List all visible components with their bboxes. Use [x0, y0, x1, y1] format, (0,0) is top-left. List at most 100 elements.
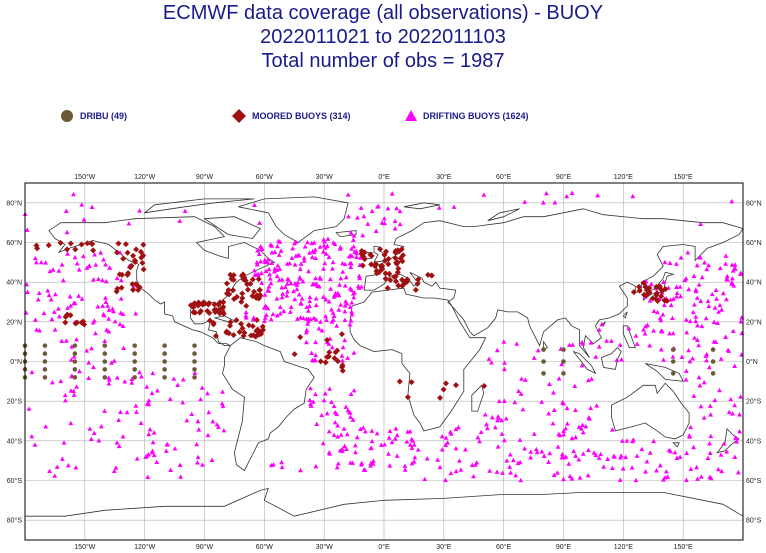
drifting-buoy-marker [654, 468, 659, 473]
drifting-buoy-marker [579, 363, 585, 368]
drifting-buoy-marker [205, 432, 211, 438]
drifting-buoy-marker [478, 429, 484, 434]
drifting-buoy-marker [313, 339, 318, 345]
drifting-buoy-marker [56, 314, 62, 319]
drifting-buoy-marker [494, 469, 500, 474]
drifting-buoy-marker [556, 376, 562, 381]
moored-buoy-marker [62, 319, 69, 326]
drifting-buoy-marker [63, 208, 69, 213]
drifting-buoy-marker [533, 446, 539, 452]
drifting-buoy-marker [71, 300, 77, 306]
drifting-buoy-marker [38, 259, 44, 265]
drifting-buoy-marker [528, 449, 534, 454]
moored-buoy-marker [227, 322, 234, 329]
drifting-buoy-marker [196, 427, 202, 432]
drifting-buoy-marker [79, 296, 85, 301]
drifting-buoy-marker [394, 205, 400, 211]
drifting-buoy-marker [324, 243, 330, 248]
moored-buoy-marker [368, 252, 375, 259]
drifting-buoy-marker [279, 285, 285, 290]
drifting-buoy-marker [182, 208, 188, 214]
drifting-buoy-marker [313, 352, 319, 358]
drifting-buoy-marker [708, 475, 714, 481]
drifting-buoy-marker [711, 339, 717, 344]
dribu-marker [561, 359, 566, 364]
drifting-buoy-marker [674, 284, 679, 289]
drifting-buoy-marker [496, 398, 502, 404]
drifting-buoy-marker [375, 204, 380, 209]
drifting-buoy-marker [385, 205, 391, 211]
moored-buoy-marker [239, 325, 246, 332]
drifting-buoy-marker [117, 321, 123, 327]
drifting-buoy-marker [411, 442, 417, 447]
lat-tick-label: 20°S [746, 398, 762, 406]
moored-buoy-marker [239, 290, 246, 297]
drifting-buoy-marker [252, 202, 257, 208]
drifting-buoy-marker [356, 273, 362, 278]
drifting-buoy-marker [146, 451, 151, 457]
moored-buoy-marker [211, 301, 218, 308]
drifting-buoy-marker [272, 266, 278, 271]
drifting-buoy-marker [265, 259, 271, 265]
drifting-buoy-marker [517, 437, 523, 442]
drifting-buoy-marker [557, 432, 563, 438]
drifting-buoy-marker [534, 449, 540, 455]
moored-buoy-marker [243, 302, 250, 309]
drifting-buoy-marker [150, 370, 156, 376]
drifting-buoy-marker [513, 473, 519, 478]
drifting-buoy-marker [330, 266, 335, 271]
drifting-buoy-marker [566, 461, 572, 466]
drifting-buoy-marker [359, 462, 364, 467]
drifting-buoy-marker [317, 244, 323, 249]
drifting-buoy-marker [137, 369, 142, 375]
drifting-buoy-marker [560, 451, 565, 457]
drifting-buoy-marker [276, 252, 282, 257]
drifting-buoy-marker [567, 473, 573, 479]
drifting-buoy-marker [713, 287, 719, 292]
drifting-buoy-marker [144, 384, 150, 389]
drifting-buoy-marker [725, 277, 731, 282]
coastline-baffin [203, 216, 261, 239]
drifting-buoy-marker [77, 368, 82, 374]
drifting-buoy-marker [93, 330, 98, 336]
moored-buoy-marker [220, 309, 227, 316]
drifting-buoy-marker [705, 298, 711, 304]
drifting-buoy-marker [329, 399, 334, 404]
drifting-buoy-marker [522, 377, 528, 382]
dribu-marker [192, 343, 197, 348]
drifting-buoy-marker [304, 327, 310, 332]
drifting-buoy-marker [561, 428, 567, 433]
drifting-buoy-marker [320, 440, 326, 446]
drifting-buoy-marker [501, 398, 507, 403]
drifting-buoy-marker [298, 467, 303, 473]
drifting-buoy-marker [445, 440, 451, 445]
drifting-buoy-marker [102, 408, 107, 413]
drifting-buoy-marker [738, 319, 744, 324]
drifting-buoy-marker [729, 262, 735, 267]
drifting-buoy-marker [591, 450, 597, 455]
drifting-buoy-marker [551, 390, 556, 395]
drifting-buoy-marker [469, 462, 475, 468]
moored-buoy-marker [385, 255, 392, 262]
drifting-buoy-marker [60, 456, 65, 461]
drifting-buoy-marker [667, 260, 673, 266]
drifting-buoy-marker [104, 327, 110, 332]
coastline-arctic-islands [143, 198, 255, 214]
moored-buoy-marker [245, 322, 252, 329]
moored-buoy-marker [437, 394, 444, 401]
drifting-buoy-marker [112, 318, 118, 324]
drifting-buoy-marker [280, 291, 286, 296]
drifting-buoy-marker [92, 252, 98, 257]
drifting-buoy-marker [624, 438, 630, 443]
drifting-buoy-marker [268, 316, 274, 322]
drifting-buoy-marker [63, 398, 68, 403]
drifting-buoy-marker [321, 397, 327, 403]
legend-moored: MOORED BUOYS (314) [232, 108, 351, 124]
drifting-buoy-marker [195, 418, 201, 424]
drifting-buoy-marker [277, 239, 283, 244]
drifting-buoy-marker [374, 430, 380, 436]
moored-buoy-marker [636, 287, 643, 294]
drifting-buoy-marker [686, 286, 692, 292]
drifting-buoy-marker [737, 271, 743, 276]
drifting-buoy-marker [340, 269, 346, 274]
